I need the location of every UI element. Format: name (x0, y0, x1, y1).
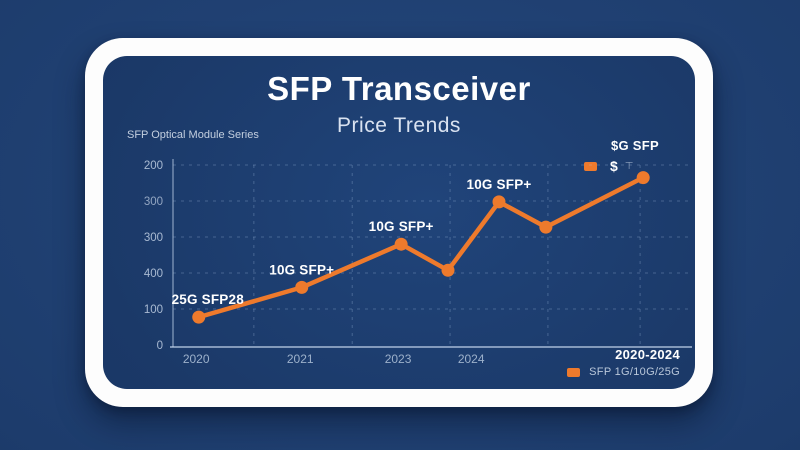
data-point (192, 310, 206, 324)
data-point-label: 25G SFP28 (172, 292, 245, 307)
page-title: SFP Transceiver (267, 70, 531, 107)
dollar-symbol: $ (609, 158, 618, 174)
x-axis-tick-label: 2021 (287, 352, 314, 366)
data-point-label: 10G SFP+ (369, 219, 434, 234)
y-axis-tick-label: 0 (157, 340, 163, 352)
data-point (441, 263, 455, 277)
top-legend-heading: $G SFP (610, 138, 659, 153)
data-point (394, 237, 408, 251)
series-legend-label: SFP 1G/10G/25G (589, 366, 680, 378)
y-axis-tick-label: 100 (144, 304, 163, 316)
series-caption: SFP Optical Module Series (127, 129, 259, 141)
series-swatch-icon (567, 367, 581, 377)
page-subtitle: Price Trends (337, 114, 461, 137)
price-trend-line-chart: 200 300 300 400 100 0 2020 2021 2023 2024 25G SFP2… (144, 159, 692, 366)
card-frame: SFP Transceiver Price Trends SFP Optical… (85, 38, 713, 407)
data-point (636, 171, 650, 185)
y-axis-tick-label: 300 (144, 196, 163, 208)
y-axis-tick-label: 300 (144, 232, 163, 244)
whisker-icon: ⊤ (624, 160, 634, 172)
chart-panel: SFP Transceiver Price Trends SFP Optical… (103, 56, 695, 389)
top-legend-row: $ ⊤ (583, 158, 659, 174)
trend-line (196, 175, 646, 320)
data-point (295, 280, 309, 294)
x-axis-tick-label: 2020 (183, 352, 210, 366)
series-swatch-icon (583, 161, 597, 171)
x-axis-tick-label: 2023 (385, 352, 412, 366)
x-axis-tick-label: 2024 (458, 352, 485, 366)
y-axis-tick-label: 200 (144, 160, 163, 172)
bottom-legend-row: SFP 1G/10G/25G (567, 366, 680, 378)
data-point-label: 10G SFP+ (269, 262, 334, 277)
y-axis-tick-label: 400 (144, 268, 163, 280)
top-legend: $G SFP $ ⊤ (583, 138, 659, 174)
data-point (539, 220, 553, 234)
data-point-label: 10G SFP+ (466, 177, 531, 192)
bottom-legend: 2020-2024 SFP 1G/10G/25G (567, 347, 680, 378)
data-point (492, 195, 506, 209)
date-range-label: 2020-2024 (615, 347, 680, 362)
